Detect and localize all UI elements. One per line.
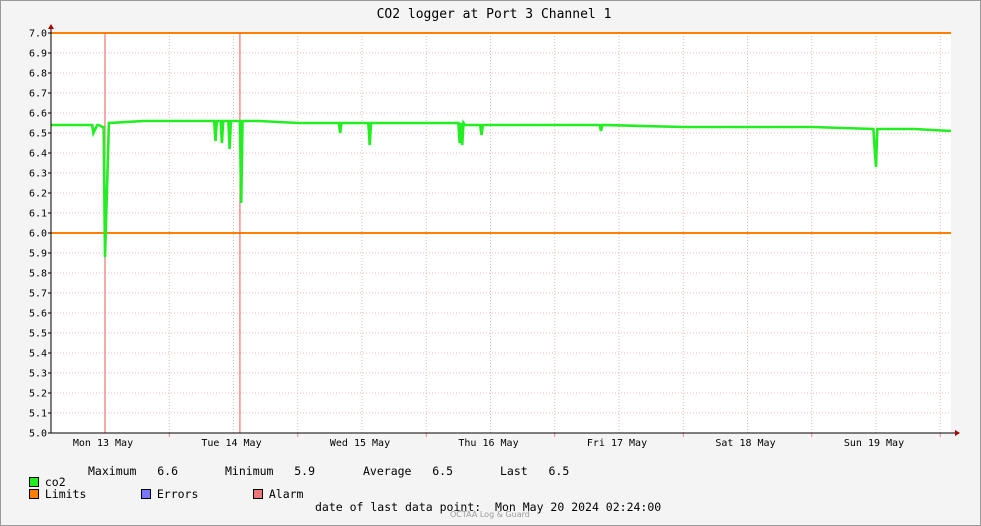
x-axis-arrow-icon [955, 430, 960, 436]
y-tick-label: 7.0 [29, 29, 47, 40]
y-tick-label: 5.4 [29, 349, 47, 360]
x-tick-label: Wed 15 May [330, 438, 390, 449]
x-tick-label: Sat 18 May [715, 438, 775, 449]
y-tick-label: 6.2 [29, 189, 47, 200]
y-tick-label: 5.8 [29, 269, 47, 280]
y-axis-arrow-icon [48, 24, 54, 29]
stat-minimum-label: Minimum [225, 464, 274, 478]
stat-maximum-value: 6.6 [157, 464, 179, 478]
limits-swatch-icon [28, 489, 39, 499]
series-line [51, 118, 952, 258]
legend-alarm: Alarm [239, 476, 303, 500]
series-co2 [51, 118, 952, 258]
x-tick-label: Tue 14 May [201, 438, 261, 449]
alarm-swatch-icon [252, 489, 263, 499]
y-tick-label: 5.3 [29, 369, 47, 380]
stat-minimum-value: 5.9 [294, 464, 316, 478]
y-tick-label: 5.7 [29, 289, 47, 300]
y-tick-label: 6.6 [29, 109, 47, 120]
last-data-point-label: date of last data point: [315, 500, 482, 514]
y-tick-labels: 5.0 5.1 5.2 5.3 5.4 5.5 5.6 5.7 5.8 5.9 6.0 6.1 6.2 6… [29, 29, 47, 440]
stat-last-value: 6.5 [548, 464, 570, 478]
legend-co2-label: co2 [44, 475, 66, 489]
x-tick-label: Thu 16 May [458, 438, 518, 449]
chart-svg: CO2 logger at Port 3 Channel 1 5.0 5.1 5.2… [29, 7, 960, 449]
axes [48, 24, 960, 437]
y-tick-label: 6.8 [29, 69, 47, 80]
stat-minimum: Minimum 5.9 [225, 464, 315, 478]
y-tick-label: 5.1 [29, 409, 47, 420]
stat-last-label: Last [500, 464, 528, 478]
stat-maximum: Maximum 6.6 [88, 464, 178, 478]
stat-average-label: Average [363, 464, 412, 478]
stat-average-value: 6.5 [432, 464, 454, 478]
chart-title: CO2 logger at Port 3 Channel 1 [377, 7, 612, 22]
stat-last: Last 6.5 [500, 464, 569, 478]
x-tick-label: Fri 17 May [587, 438, 647, 449]
y-tick-label: 6.3 [29, 169, 47, 180]
y-tick-label: 5.0 [29, 429, 47, 440]
y-tick-label: 5.6 [29, 309, 47, 320]
x-tick-labels: Mon 13 May Tue 14 May Wed 15 May Thu 16 May… [73, 438, 904, 449]
legend-errors: Errors [127, 476, 198, 500]
y-tick-label: 6.0 [29, 229, 47, 240]
x-tick-label: Mon 13 May [73, 438, 133, 449]
legend-limits: Limits [15, 476, 86, 500]
stat-maximum-label: Maximum [88, 464, 137, 478]
y-tick-label: 6.5 [29, 129, 47, 140]
errors-swatch-icon [140, 489, 151, 499]
legend-alarm-label: Alarm [268, 487, 304, 501]
y-tick-label: 6.7 [29, 89, 47, 100]
limit-lines [51, 32, 951, 234]
grid [51, 33, 951, 433]
co2-swatch-icon [28, 477, 39, 487]
watermark: OCTAA Log & Guard [450, 510, 530, 519]
last-data-point: date of last data point: Mon May 20 2024… [315, 500, 661, 514]
y-tick-label: 5.9 [29, 249, 47, 260]
last-data-point-value: Mon May 20 2024 02:24:00 [495, 500, 662, 514]
stat-average: Average 6.5 [363, 464, 453, 478]
y-tick-label: 5.5 [29, 329, 47, 340]
y-tick-label: 6.4 [29, 149, 47, 160]
legend-limits-label: Limits [44, 487, 87, 501]
legend-errors-label: Errors [156, 487, 199, 501]
legend-co2: co2 [15, 464, 66, 488]
y-tick-label: 6.1 [29, 209, 47, 220]
y-tick-label: 5.2 [29, 389, 47, 400]
x-tick-label: Sun 19 May [844, 438, 904, 449]
y-tick-label: 6.9 [29, 49, 47, 60]
